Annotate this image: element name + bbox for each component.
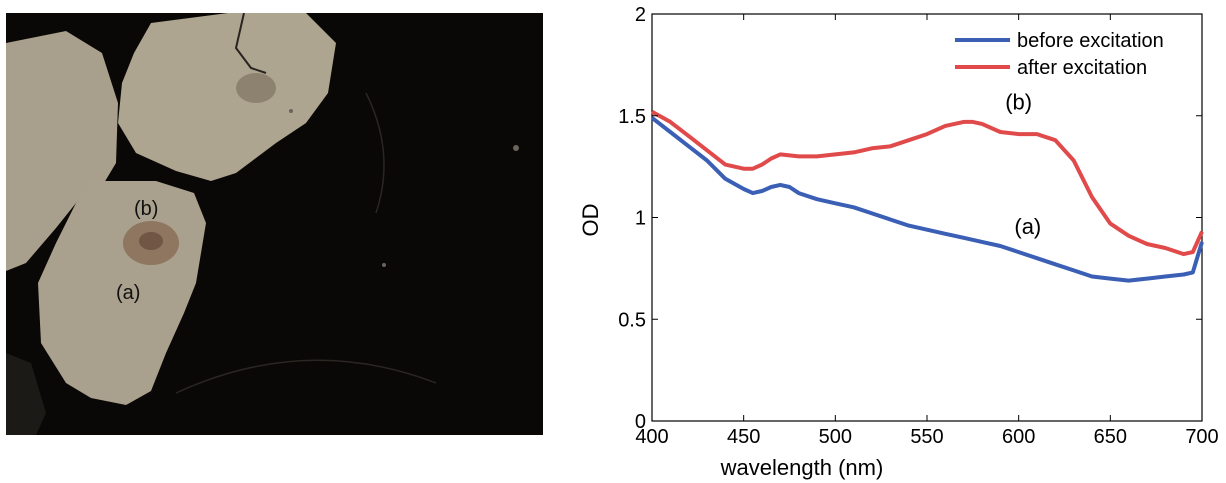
x-tick-label: 600 <box>1002 426 1035 448</box>
legend-label: after excitation <box>1017 57 1147 79</box>
y-axis-label: OD <box>578 204 603 237</box>
curve-annotation: (a) <box>1014 214 1041 239</box>
od-chart: 400 450 500 550 600 650 700 0 0.5 1 1.5 2 before ex… <box>578 4 1219 480</box>
excited-spot-core <box>139 232 163 250</box>
x-tick-label: 500 <box>819 426 852 448</box>
grain-crack <box>234 13 267 74</box>
series-after-excitation <box>651 109 1204 257</box>
debris-arc <box>175 359 437 394</box>
plot-frame <box>651 13 1203 422</box>
axis-layer: 400 450 500 550 600 650 700 0 0.5 1 1.5 2 <box>618 4 1219 448</box>
sample-photo: (b) (a) <box>6 13 543 435</box>
x-tick-label: 550 <box>910 426 943 448</box>
y-tick-label: 1.5 <box>618 106 646 128</box>
debris-arc-2 <box>365 92 385 214</box>
y-tick-label: 2 <box>635 4 646 26</box>
debris-dot <box>513 145 519 151</box>
y-tick-label: 1 <box>635 208 646 230</box>
x-axis-label: wavelength (nm) <box>720 455 884 480</box>
dark-spot <box>236 73 276 103</box>
plot-area <box>651 13 1203 422</box>
curve-annotation: (b) <box>1005 90 1032 115</box>
series-layer <box>650 109 1204 283</box>
grain-top-left <box>6 31 118 271</box>
legend-label: before excitation <box>1017 30 1164 52</box>
photo-label-a: (a) <box>116 282 140 304</box>
debris-dot <box>382 263 386 267</box>
legend: before excitation after excitation <box>955 30 1164 79</box>
x-tick-label: 650 <box>1094 426 1127 448</box>
photo-label-b: (b) <box>134 198 158 220</box>
annotations: (b) (a) <box>1005 90 1041 239</box>
debris-dot <box>289 109 293 113</box>
dark-blob <box>6 353 46 435</box>
x-tick-label: 700 <box>1185 426 1218 448</box>
x-tick-label: 400 <box>635 426 668 448</box>
y-tick-label: 0.5 <box>618 309 646 331</box>
grain-top-right <box>118 13 336 181</box>
y-tick-label: 0 <box>635 411 646 433</box>
series-before-excitation <box>650 116 1204 283</box>
x-tick-label: 450 <box>727 426 760 448</box>
